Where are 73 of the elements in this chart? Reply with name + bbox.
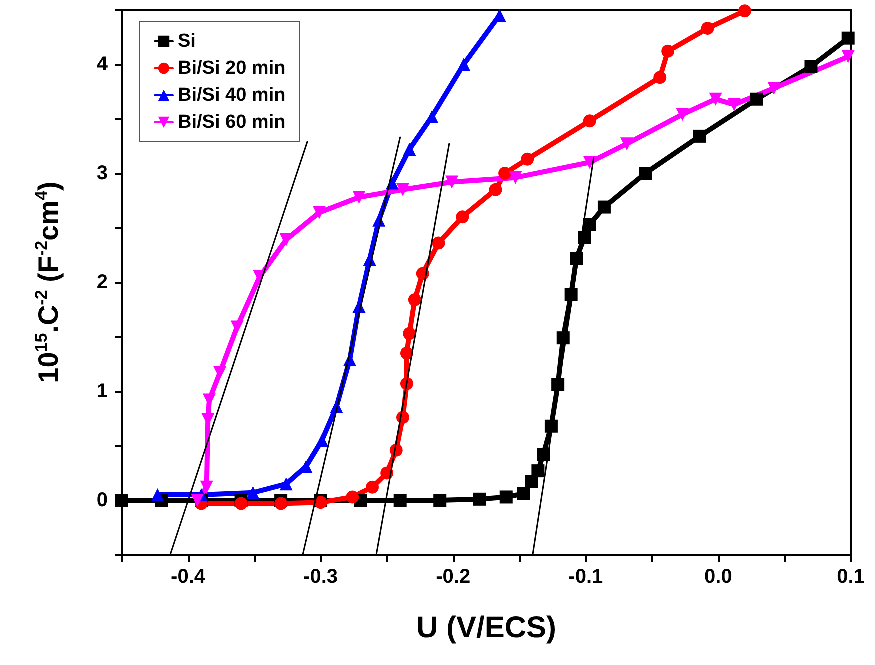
legend-label: Bi/Si 60 min [178, 112, 286, 133]
point [457, 58, 470, 71]
point [750, 92, 764, 106]
point [701, 22, 714, 36]
point [316, 434, 329, 448]
x-tick-label: -0.2 [436, 566, 471, 588]
point [191, 494, 204, 507]
point [234, 497, 248, 510]
point [274, 497, 288, 510]
y-tick-label: 1 [96, 380, 108, 402]
point [509, 171, 522, 184]
point [693, 130, 706, 143]
point [583, 156, 596, 170]
point [517, 487, 530, 500]
point [728, 98, 741, 112]
x-tick-label: 0.1 [837, 566, 865, 588]
point [403, 327, 416, 340]
point [620, 138, 634, 151]
x-tick-label: -0.1 [568, 566, 604, 588]
y-tick-label: 0 [96, 490, 108, 512]
point [432, 236, 446, 250]
point [738, 4, 752, 18]
x-tick-label: -0.4 [171, 566, 206, 588]
point [396, 183, 410, 196]
point [804, 60, 818, 74]
point [312, 206, 326, 220]
point [214, 366, 227, 380]
legend-label: Bi/Si 20 min [178, 58, 286, 79]
point [768, 82, 781, 95]
x-tick-label: 0.0 [704, 566, 732, 588]
point [280, 478, 293, 491]
point [456, 210, 470, 224]
point [403, 143, 416, 156]
x-tick-label: -0.3 [304, 566, 338, 588]
point [446, 176, 459, 189]
point [200, 480, 214, 494]
x-axis-title: U (V/ECS) [416, 612, 557, 644]
point [394, 494, 407, 507]
legend-label: Bi/Si 40 min [178, 85, 286, 106]
point [525, 475, 538, 488]
point [346, 490, 360, 504]
point [230, 320, 244, 334]
point [709, 92, 722, 106]
point [676, 108, 690, 122]
y-tick-label: 2 [96, 272, 108, 294]
point [500, 490, 513, 504]
y-tick-label: 3 [96, 162, 108, 184]
point [654, 71, 667, 84]
point [489, 183, 502, 196]
point [434, 494, 447, 507]
text: 1015.C-2 (F-2cm4) [32, 182, 64, 384]
point [662, 44, 675, 58]
point [426, 110, 439, 124]
point [400, 346, 414, 360]
point [498, 167, 512, 180]
point [352, 190, 366, 204]
point [366, 480, 380, 494]
point [246, 486, 260, 500]
point [842, 32, 855, 45]
point [583, 114, 596, 128]
point [532, 464, 545, 478]
point [408, 293, 422, 306]
point [473, 492, 486, 506]
point [598, 200, 611, 214]
legend-label: Si [178, 31, 196, 52]
point [151, 488, 164, 502]
point [639, 167, 652, 180]
point [314, 496, 328, 510]
y-tick-label: 4 [96, 54, 109, 76]
point [116, 494, 128, 507]
point [583, 218, 596, 232]
point [521, 152, 534, 166]
point [842, 50, 855, 64]
